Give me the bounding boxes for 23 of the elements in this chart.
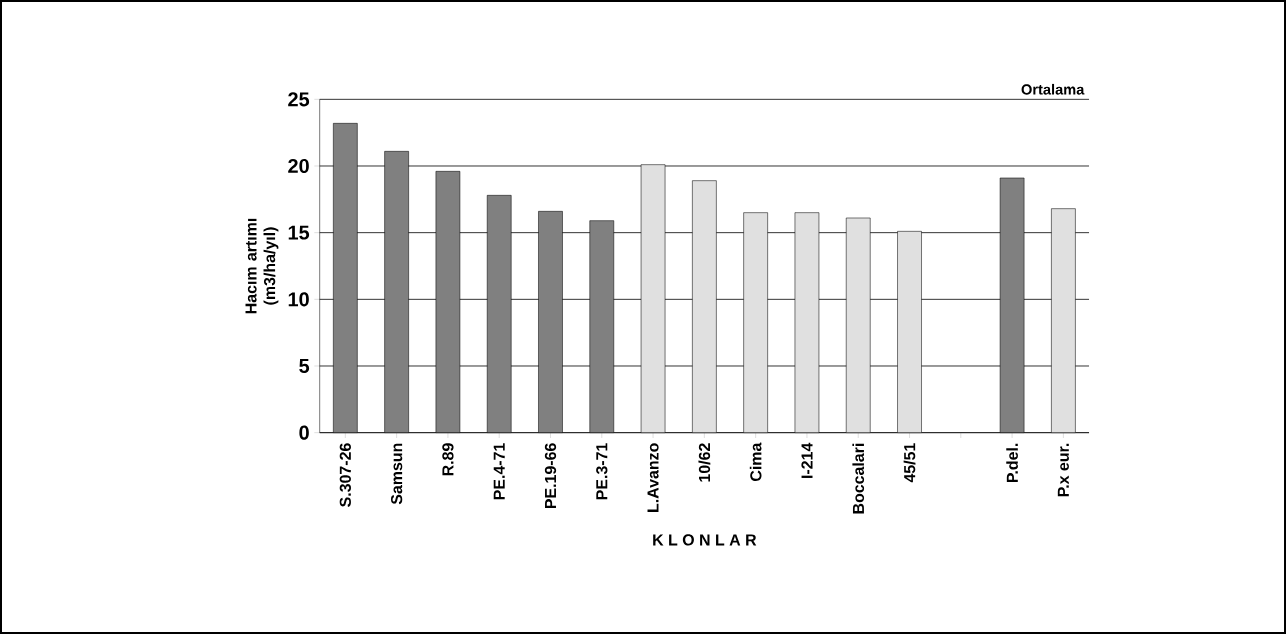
x-tick-label: PE.4-71: [493, 443, 505, 500]
y-tick-label: 0: [299, 425, 309, 440]
x-tick-label: L.Avanzo: [647, 443, 659, 512]
y-axis-title: Hacım artımı (m3/ha/yıl): [245, 218, 279, 314]
y-tick-label: 20: [288, 158, 309, 174]
y-tick-label: 5: [299, 359, 310, 373]
text: Ortalama: [1021, 83, 1085, 95]
x-tick-label: I-214: [801, 442, 813, 478]
y-tick-label: 25: [288, 92, 310, 107]
x-axis-title: K L O N L A R: [653, 534, 757, 546]
y-tick-label: 15: [288, 225, 310, 240]
x-tick-label: Samsun: [390, 443, 403, 505]
x-tick-label: R.89: [442, 443, 454, 476]
x-tick-label: 10/62: [698, 443, 711, 482]
y-tick-label: 10: [288, 292, 309, 307]
x-tick-label: Cima: [749, 442, 762, 482]
x-tick-label: S.307-26: [339, 443, 351, 507]
x-tick-label: 45/51: [903, 443, 916, 483]
x-tick-label: PE.3-71: [596, 443, 608, 500]
x-tick-label: P.del.: [1006, 443, 1018, 483]
x-tick-label: PE.19-66: [544, 443, 557, 509]
x-tick-label: P.x eur.: [1057, 443, 1069, 497]
x-tick-label: Boccalari: [852, 443, 865, 514]
